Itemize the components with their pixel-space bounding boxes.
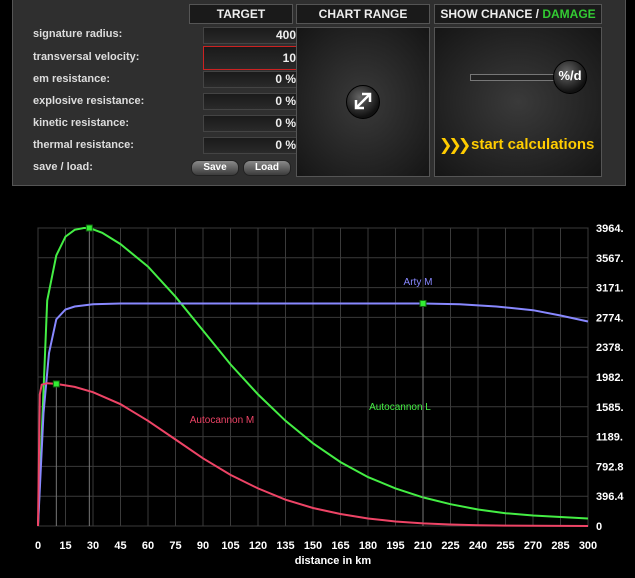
y-tick-label: 396.4: [596, 491, 624, 503]
series-line: [37, 302, 589, 527]
label-save-load: save / load:: [33, 161, 93, 173]
series-marker: [52, 380, 60, 388]
x-tick-label: 180: [359, 540, 377, 552]
thermal-resistance-field[interactable]: 0 %: [203, 137, 303, 154]
transversal-velocity-field[interactable]: 10: [203, 46, 303, 70]
label-thermal-resistance: thermal resistance:: [33, 139, 134, 151]
em-resistance-field[interactable]: 0 %: [203, 71, 303, 88]
x-tick-label: 105: [221, 540, 239, 552]
label-explosive-resistance: explosive resistance:: [33, 95, 145, 107]
load-button[interactable]: Load: [243, 160, 291, 176]
chart-range-header[interactable]: CHART RANGE: [296, 4, 430, 24]
x-tick-label: 75: [169, 540, 181, 552]
y-tick-label: 1189.: [596, 432, 623, 444]
x-tick-label: 0: [35, 540, 41, 552]
x-tick-label: 225: [441, 540, 459, 552]
start-calculations-label: start calculations: [471, 136, 595, 153]
explosive-resistance-field[interactable]: 0 %: [203, 93, 303, 110]
y-tick-label: 1585.: [596, 402, 624, 414]
x-tick-label: 210: [414, 540, 432, 552]
series-marker: [85, 224, 93, 232]
x-tick-label: 285: [551, 540, 569, 552]
damage-label: DAMAGE: [542, 7, 596, 21]
start-calculations-button[interactable]: ❯❯❯ start calculations: [439, 135, 599, 157]
chart-range-knob[interactable]: [346, 85, 380, 119]
show-chance-damage-header[interactable]: SHOW CHANCE / DAMAGE: [434, 4, 602, 24]
x-tick-label: 255: [496, 540, 514, 552]
y-tick-label: 2378.: [596, 342, 624, 354]
chart-labels: 0 15 30 45 60 75 90 105 120 135 150 165 180 195 210 225…: [35, 223, 624, 552]
x-tick-label: 135: [276, 540, 294, 552]
label-transversal-velocity: transversal velocity:: [33, 51, 140, 63]
show-chance-box: %/d ❯❯❯ start calculations: [434, 27, 602, 177]
chart-grid: [37, 227, 589, 527]
y-tick-label: 2774.: [596, 312, 624, 324]
damage-chart: 0 15 30 45 60 75 90 105 120 135 150 165 180 195 210 225…: [35, 223, 624, 567]
x-tick-label: 195: [386, 540, 404, 552]
series-label: Autocannon L: [369, 402, 431, 413]
save-button[interactable]: Save: [191, 160, 239, 176]
series-label: Arty M: [404, 277, 433, 288]
resize-arrow-icon: [354, 92, 372, 110]
show-chance-label: SHOW CHANCE /: [440, 7, 543, 21]
toggle-track[interactable]: [470, 74, 562, 81]
signature-radius-field[interactable]: 400: [203, 27, 303, 44]
series-label: Autocannon M: [190, 415, 255, 426]
x-tick-label: 150: [304, 540, 322, 552]
label-signature-radius: signature radius:: [33, 28, 123, 40]
y-tick-label: 0: [596, 521, 602, 533]
x-tick-label: 30: [87, 540, 99, 552]
series-line: [37, 227, 589, 527]
percent-damage-toggle-knob[interactable]: %/d: [553, 60, 587, 94]
y-tick-label: 3964.: [596, 223, 624, 235]
target-header[interactable]: TARGET: [189, 4, 293, 24]
chart-range-box: [296, 27, 430, 177]
y-tick-label: 792.8: [596, 461, 624, 473]
y-tick-label: 3567.: [596, 253, 624, 265]
x-tick-label: 45: [114, 540, 126, 552]
x-tick-label: 270: [524, 540, 542, 552]
series-marker: [419, 299, 427, 307]
y-tick-label: 3171.: [596, 283, 624, 295]
chart-lines: [37, 224, 589, 527]
x-tick-label: 240: [469, 540, 487, 552]
y-tick-label: 1982.: [596, 372, 624, 384]
control-panel: signature radius: 400 transversal veloci…: [12, 0, 626, 186]
kinetic-resistance-field[interactable]: 0 %: [203, 115, 303, 132]
chevrons-right-icon: ❯❯❯: [439, 137, 471, 154]
x-tick-label: 165: [331, 540, 349, 552]
x-tick-label: 90: [197, 540, 209, 552]
label-em-resistance: em resistance:: [33, 73, 111, 85]
x-tick-label: 120: [249, 540, 267, 552]
label-kinetic-resistance: kinetic resistance:: [33, 117, 129, 129]
x-tick-label: 15: [59, 540, 71, 552]
x-tick-label: 60: [142, 540, 154, 552]
x-tick-label: 300: [579, 540, 597, 552]
x-axis-label: distance in km: [295, 555, 372, 567]
